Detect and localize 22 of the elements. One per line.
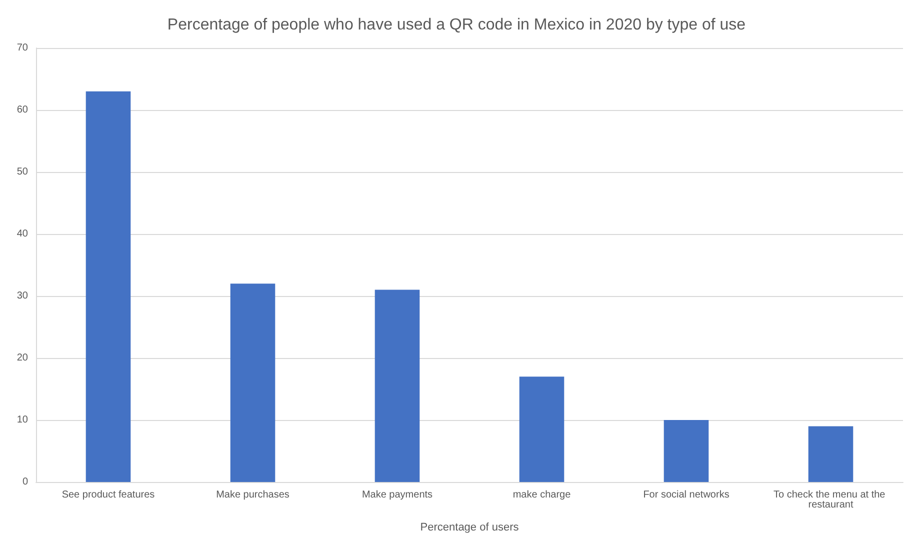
y-tick-label: 0 (22, 476, 28, 488)
bar (86, 91, 131, 482)
chart-title: Percentage of people who have used a QR code in Mexico in 2020 by type of use (167, 16, 746, 34)
bar (230, 284, 276, 482)
x-tick-label: To check the menu at the restaurant (773, 490, 888, 510)
bar (519, 376, 564, 482)
bar (808, 426, 854, 482)
x-tick-label: make charge (512, 490, 572, 500)
y-tick-label: 40 (16, 228, 28, 240)
y-tick-label: 10 (16, 414, 28, 426)
x-tick-label: For social networks (643, 490, 730, 500)
x-tick-label: See product features (62, 490, 155, 500)
x-tick-label: Make payments (362, 490, 433, 500)
y-tick-label: 50 (16, 166, 28, 178)
y-tick-label: 60 (16, 104, 28, 116)
y-tick-label: 30 (16, 290, 28, 302)
y-tick-label: 70 (16, 42, 28, 54)
bar (374, 290, 420, 482)
y-tick-label: 20 (16, 352, 28, 364)
x-axis-title: Percentage of users (420, 522, 520, 534)
bar (664, 420, 709, 482)
x-tick-label: Make purchases (216, 490, 290, 500)
